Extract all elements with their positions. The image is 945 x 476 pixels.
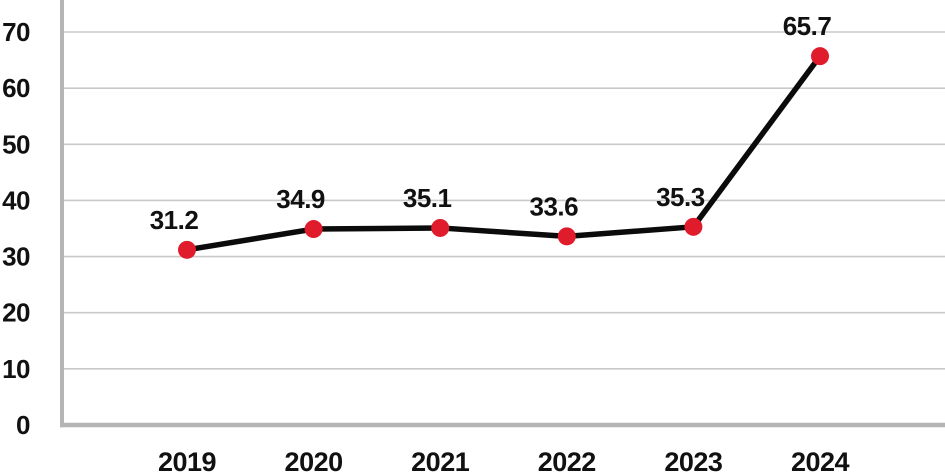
data-point <box>178 240 196 259</box>
data-point-label: 65.7 <box>783 11 832 41</box>
y-axis-tick-label: 0 <box>16 410 30 440</box>
y-axis-tick-label: 20 <box>2 298 30 328</box>
data-point <box>811 47 829 66</box>
data-point-label: 35.1 <box>403 183 452 213</box>
y-axis-tick-label: 70 <box>2 17 30 47</box>
data-point <box>684 217 703 236</box>
x-axis-tick-label: 2024 <box>791 447 850 476</box>
y-axis-tick-label: 10 <box>2 354 30 384</box>
data-point <box>557 227 576 246</box>
series-line <box>184 53 823 253</box>
data-point <box>431 218 450 237</box>
y-axis-tick-label: 40 <box>2 185 30 215</box>
y-axis-tick-label: 60 <box>2 73 30 103</box>
data-point-label: 31.2 <box>150 205 199 235</box>
x-axis-tick-label: 2020 <box>285 447 343 476</box>
y-axis-tick-label: 30 <box>2 242 30 272</box>
x-axis-tick-label: 2022 <box>538 447 596 476</box>
data-point-label: 35.3 <box>656 182 705 212</box>
x-axis-tick-label: 2019 <box>158 447 217 476</box>
x-axis-tick-label: 2023 <box>664 447 723 476</box>
data-point <box>304 220 323 239</box>
data-point-label: 34.9 <box>276 184 325 214</box>
data-point-label: 33.6 <box>529 191 578 221</box>
x-axis-tick-label: 2021 <box>411 447 470 476</box>
y-axis-tick-label: 50 <box>2 129 30 159</box>
